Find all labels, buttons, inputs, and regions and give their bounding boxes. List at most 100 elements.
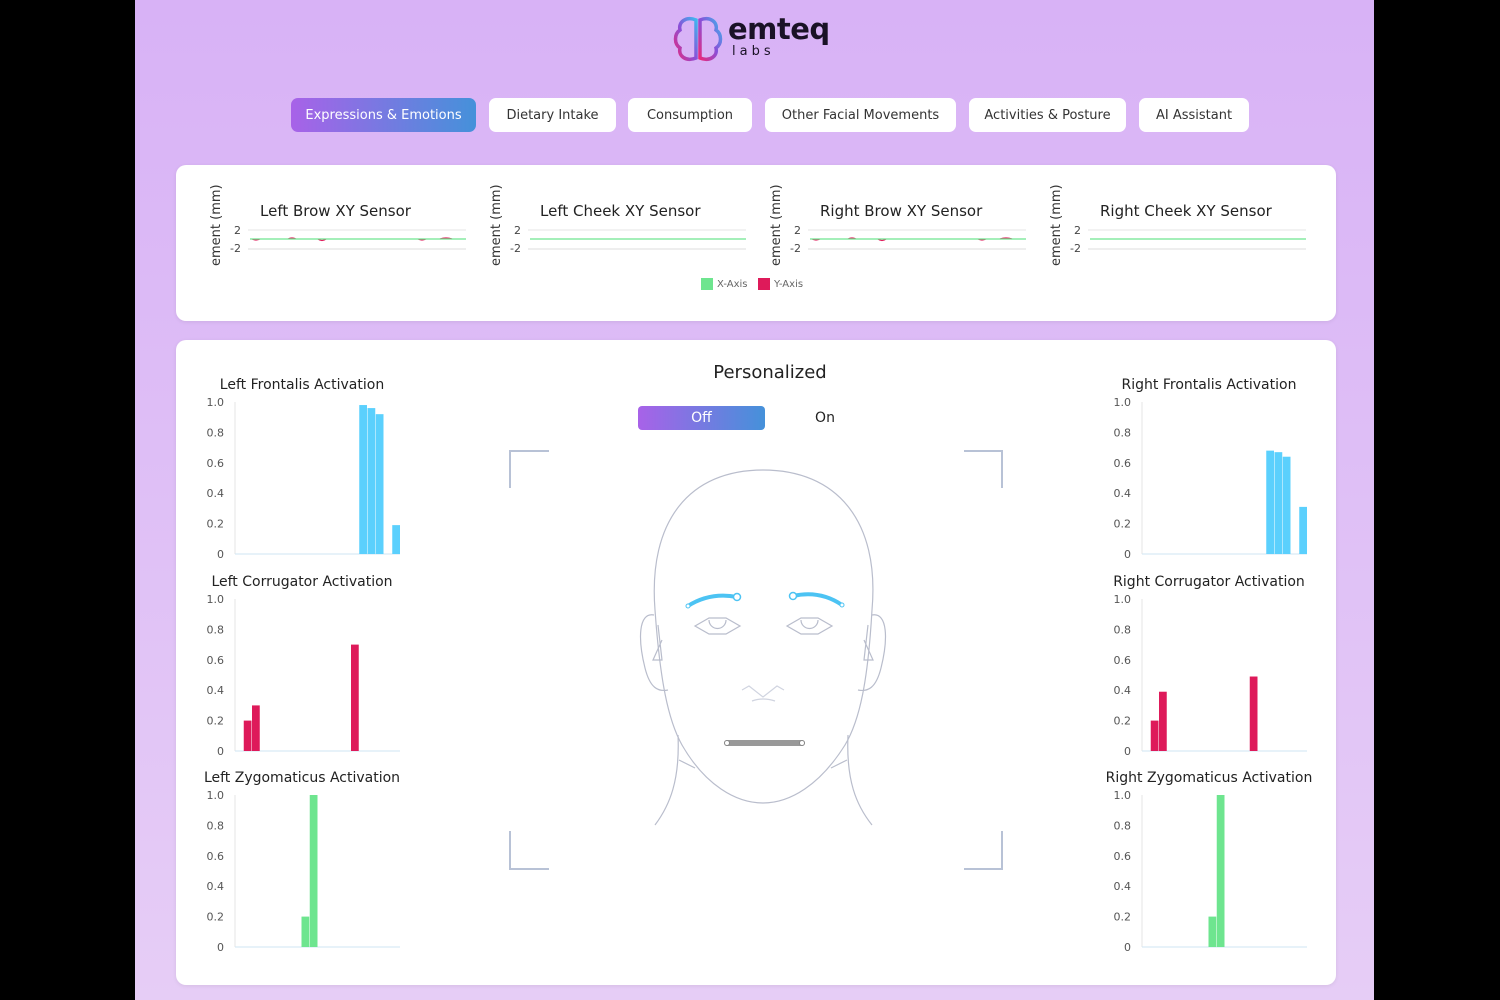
chart-title: Left Corrugator Activation [211, 574, 392, 590]
tab-other-facial-movements[interactable]: Other Facial Movements [765, 98, 956, 132]
y-tick-label: 0 [1124, 941, 1131, 953]
y-tick-label: 0.4 [1114, 880, 1132, 893]
activation-bar [1159, 691, 1167, 751]
sensor-ytick: -2 [230, 242, 241, 255]
y-tick-label: 0.4 [207, 487, 225, 500]
legend-y-axis: Y-Axis [758, 278, 803, 290]
y-tick-label: 0.8 [1114, 426, 1132, 439]
y-tick-label: 0.6 [207, 457, 225, 470]
activation-chart: Right Zygomaticus Activation 0 0.2 0.4 0.6 0.… [1106, 770, 1313, 953]
y-tick-label: 0.8 [207, 426, 225, 439]
activation-chart: Left Zygomaticus Activation 0 0.2 0.4 0.6 0.8… [204, 770, 400, 953]
legend-x-axis: X-Axis [701, 278, 748, 290]
activation-chart: Left Corrugator Activation 0 0.2 0.4 0.6 0.8 1… [207, 574, 400, 757]
tab-dietary-intake[interactable]: Dietary Intake [489, 98, 616, 132]
personalized-on-button[interactable]: On [815, 410, 835, 426]
y-tick-label: 1.0 [1114, 789, 1132, 802]
activation-bar [392, 525, 400, 554]
tab-expressions-emotions[interactable]: Expressions & Emotions [291, 98, 476, 132]
activation-bar [243, 720, 252, 751]
sensor-ytick: 2 [234, 224, 241, 237]
sensor-ytick: 2 [794, 224, 801, 237]
activation-bar [367, 408, 376, 554]
y-tick-label: 0.2 [207, 715, 225, 728]
head-outline [640, 469, 886, 826]
mouth-marker [724, 740, 805, 746]
activation-bar [1249, 676, 1258, 751]
personalized-off-button[interactable]: Off [638, 406, 765, 430]
sensor-chart: ement (mm) Right Cheek XY Sensor 2 -2 [1049, 184, 1306, 266]
sensor-ytick: -2 [790, 242, 801, 255]
y-tick-label: 0.8 [207, 623, 225, 636]
y-tick-label: 0 [1124, 548, 1131, 560]
activation-bar [252, 705, 260, 751]
sensor-ylabel: ement (mm) [209, 184, 224, 266]
y-tick-label: 1.0 [1114, 593, 1132, 606]
y-tick-label: 0.2 [207, 911, 225, 924]
sensor-ylabel: ement (mm) [1049, 184, 1064, 266]
sensor-title: Left Cheek XY Sensor [540, 202, 701, 220]
tab-consumption[interactable]: Consumption [628, 98, 752, 132]
y-axis-series [811, 237, 1013, 242]
activation-bar [1274, 452, 1283, 554]
y-axis-series [251, 237, 453, 242]
sensor-title: Right Cheek XY Sensor [1100, 202, 1273, 220]
chart-title: Left Frontalis Activation [220, 377, 384, 393]
sensor-title: Left Brow XY Sensor [260, 202, 412, 220]
activation-bar [359, 405, 367, 554]
chart-title: Right Corrugator Activation [1113, 574, 1305, 590]
y-tick-label: 0 [217, 941, 224, 953]
y-tick-label: 0.8 [1114, 623, 1132, 636]
y-tick-label: 0 [1124, 745, 1131, 757]
activation-bar [1216, 795, 1225, 947]
y-tick-label: 0.2 [1114, 518, 1132, 531]
y-tick-label: 0.6 [207, 850, 225, 863]
y-tick-label: 0 [217, 745, 224, 757]
sensor-ytick: -2 [1070, 242, 1081, 255]
y-tick-label: 0.2 [1114, 715, 1132, 728]
chart-title: Right Frontalis Activation [1122, 377, 1297, 393]
y-tick-label: 0.6 [1114, 457, 1132, 470]
y-tick-label: 1.0 [207, 593, 225, 606]
activation-bar [309, 795, 318, 947]
y-tick-label: 0.4 [1114, 684, 1132, 697]
activation-bar [1208, 916, 1217, 947]
activation-bar [301, 916, 310, 947]
activation-chart: Right Corrugator Activation 0 0.2 0.4 0.6 0.8… [1113, 574, 1307, 757]
y-tick-label: 0.8 [1114, 819, 1132, 832]
activation-bar [1282, 456, 1291, 554]
activation-bar [1299, 506, 1307, 554]
sensor-chart: ement (mm) Right Brow XY Sensor 2 -2 [769, 184, 1026, 266]
tab-ai-assistant[interactable]: AI Assistant [1139, 98, 1249, 132]
y-tick-label: 0.8 [207, 819, 225, 832]
y-tick-label: 0.4 [1114, 487, 1132, 500]
y-tick-label: 0 [217, 548, 224, 560]
sensor-ytick: -2 [510, 242, 521, 255]
sensor-ytick: 2 [1074, 224, 1081, 237]
y-axis-swatch [758, 278, 770, 290]
y-tick-label: 0.6 [207, 654, 225, 667]
activation-bar [351, 644, 359, 751]
x-axis-swatch [701, 278, 713, 290]
sensor-panel [176, 165, 1336, 321]
sensor-chart: ement (mm) Left Cheek XY Sensor 2 -2 [489, 184, 746, 266]
activation-bar [375, 414, 384, 554]
activation-bar [1150, 720, 1159, 751]
y-tick-label: 0.6 [1114, 654, 1132, 667]
activation-chart: Left Frontalis Activation 0 0.2 0.4 0.6 0.8 1.… [207, 377, 400, 560]
brain-logo-icon [673, 17, 723, 61]
tab-activities-posture[interactable]: Activities & Posture [969, 98, 1126, 132]
personalized-title: Personalized [713, 362, 827, 383]
sensor-ytick: 2 [514, 224, 521, 237]
sensor-ylabel: ement (mm) [489, 184, 504, 266]
y-tick-label: 0.4 [207, 880, 225, 893]
sensor-ylabel: ement (mm) [769, 184, 784, 266]
y-tick-label: 0.6 [1114, 850, 1132, 863]
chart-title: Right Zygomaticus Activation [1106, 770, 1313, 786]
chart-title: Left Zygomaticus Activation [204, 770, 400, 786]
emteq-logo: emteq labs [672, 12, 832, 64]
activation-bar [1266, 450, 1274, 554]
sensor-title: Right Brow XY Sensor [820, 202, 983, 220]
legend-label: Y-Axis [774, 278, 804, 290]
y-tick-label: 1.0 [207, 789, 225, 802]
